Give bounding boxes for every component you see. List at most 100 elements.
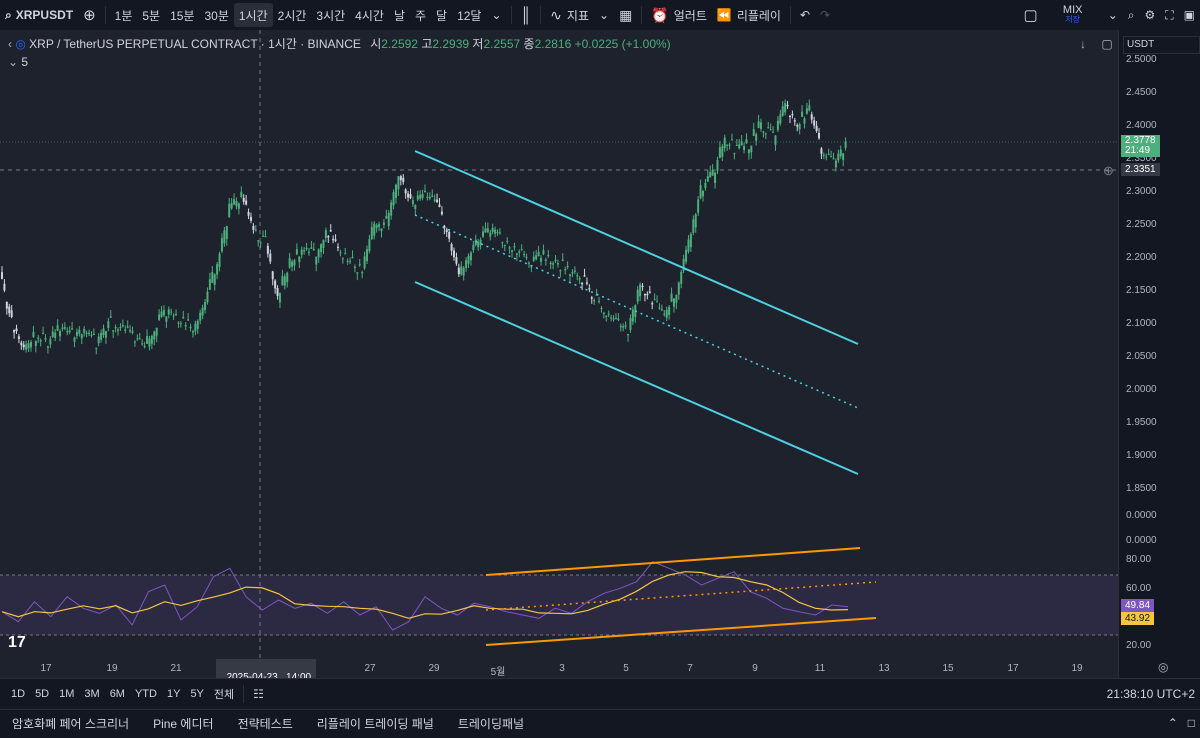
chart-pane[interactable]: 17: [0, 30, 1118, 678]
interval-1[interactable]: 5분: [142, 8, 161, 23]
save-dropdown[interactable]: ⌄: [1103, 0, 1123, 30]
maximize-icon[interactable]: ▢: [1101, 37, 1113, 51]
indicator-toggle[interactable]: ⌄ 5: [8, 55, 671, 69]
candle-body: [515, 253, 518, 255]
candle-body: [424, 190, 426, 193]
interval-11[interactable]: 12달: [457, 8, 482, 23]
add-symbol-button[interactable]: ⊕: [78, 0, 101, 30]
channel-upper-line[interactable]: [414, 150, 859, 345]
range-button-6[interactable]: 1Y: [166, 688, 181, 700]
maximize-panel-button[interactable]: □: [1183, 708, 1200, 738]
rsi-channel-lower[interactable]: [485, 617, 877, 646]
range-button-1[interactable]: 5D: [35, 688, 50, 700]
interval-0[interactable]: 1분: [114, 8, 133, 23]
chart-canvas[interactable]: 17: [0, 30, 1118, 678]
range-button-2[interactable]: 1M: [59, 688, 75, 700]
price-label: 2.1500: [1126, 285, 1157, 296]
goto-date-button[interactable]: ☷: [248, 679, 269, 709]
range-button-0[interactable]: 1D: [11, 688, 26, 700]
settings-button[interactable]: ⚙: [1139, 0, 1160, 30]
rsi-channel-upper[interactable]: [485, 547, 861, 576]
fullscreen-button[interactable]: ⛶: [1160, 0, 1178, 30]
candle-body: [438, 204, 441, 208]
panel-tab-1[interactable]: Pine 에디터: [153, 716, 214, 731]
expand-panel-button[interactable]: ⌃: [1163, 708, 1183, 738]
candle-body: [762, 131, 765, 133]
interval-10[interactable]: 달: [436, 8, 448, 23]
candle-body: [779, 114, 782, 124]
interval-2[interactable]: 15분: [170, 8, 195, 23]
replay-button[interactable]: ⏪ 리플레이: [712, 0, 786, 30]
candle-body: [527, 262, 530, 264]
tradingview-logo[interactable]: 17: [8, 634, 26, 651]
candle-body: [242, 197, 245, 202]
candle-body: [694, 214, 697, 228]
grid-icon: ▦: [619, 6, 633, 23]
templates-button[interactable]: ▦: [614, 0, 637, 30]
interval-3[interactable]: 30분: [204, 8, 229, 23]
candle-body: [46, 346, 49, 348]
candle-body: [547, 254, 550, 257]
candle-body: [530, 266, 533, 268]
candle-body: [167, 309, 170, 315]
candle-body: [409, 194, 412, 199]
panel-tab-4[interactable]: 트레이딩패널: [457, 716, 525, 731]
range-button-3[interactable]: 3M: [84, 688, 100, 700]
range-button-5[interactable]: YTD: [134, 688, 157, 700]
calendar-icon: ☷: [253, 687, 264, 701]
panel-tab-3[interactable]: 리플레이 트레이딩 패널: [316, 716, 434, 731]
top-toolbar: ⌕ XRPUSDT ⊕ 1분 5분 15분 30분 1시간 2시간 3시간 4시간 날 주 달 12달…: [0, 0, 1200, 31]
mix-save-button[interactable]: MIX 저장: [1043, 0, 1103, 30]
channel-lower-line[interactable]: [414, 281, 859, 475]
time-settings-icon[interactable]: ◎: [1158, 660, 1169, 674]
interval-4[interactable]: 1시간: [233, 3, 273, 27]
candle-body: [329, 230, 332, 232]
range-button-8[interactable]: 전체: [213, 689, 235, 701]
interval-5[interactable]: 2시간: [277, 8, 307, 23]
candle-body: [482, 231, 485, 237]
clock[interactable]: 21:38:10 UTC+2: [1102, 679, 1200, 709]
candle-body: [172, 315, 175, 317]
candle-body: [656, 301, 659, 303]
indicators-dropdown[interactable]: ⌄: [594, 0, 614, 30]
chart-type-button[interactable]: ║: [516, 0, 537, 30]
candle-body: [793, 120, 796, 122]
candle-body: [353, 266, 356, 268]
range-button-7[interactable]: 5Y: [190, 688, 204, 700]
layout-button[interactable]: ▢: [1019, 0, 1043, 30]
candle-body: [651, 303, 654, 305]
candle-body: [685, 249, 688, 262]
candle-body: [598, 301, 601, 303]
currency-select[interactable]: USDT: [1123, 36, 1200, 54]
price-candles: [1, 99, 847, 355]
legend-title[interactable]: XRP / TetherUS PERPETUAL CONTRACT · 1시간 …: [29, 37, 361, 51]
indicators-button[interactable]: ∿ 지표: [545, 0, 594, 30]
interval-7[interactable]: 4시간: [355, 8, 384, 23]
symbol-search[interactable]: ⌕ XRPUSDT: [0, 0, 78, 30]
panel-tab-0[interactable]: 암호화폐 페어 스크리너: [12, 716, 130, 731]
candle-body: [670, 293, 673, 302]
alert-button[interactable]: ⏰ 얼러트: [646, 0, 712, 30]
interval-dropdown[interactable]: ⌄: [486, 0, 506, 30]
square-icon: □: [1187, 716, 1195, 730]
candle-body: [153, 331, 156, 340]
candle-body: [745, 139, 748, 144]
channel-middle-line[interactable]: [414, 214, 859, 409]
add-alert-icon[interactable]: ⊕: [1103, 163, 1114, 178]
candle-body: [25, 344, 28, 350]
arrow-down-icon[interactable]: ↓: [1080, 37, 1086, 51]
interval-6[interactable]: 3시간: [316, 8, 346, 23]
rsi-channel-middle[interactable]: [485, 581, 877, 611]
candle-body: [465, 260, 468, 269]
snapshot-button[interactable]: ▣: [1179, 0, 1200, 30]
candle-body: [10, 310, 13, 318]
range-button-4[interactable]: 6M: [109, 688, 125, 700]
quick-search-button[interactable]: ⌕: [1123, 0, 1140, 30]
candle-body: [704, 182, 707, 189]
redo-button[interactable]: ↷: [815, 0, 835, 30]
undo-button[interactable]: ↶: [795, 0, 815, 30]
interval-8[interactable]: 날: [393, 8, 405, 23]
interval-9[interactable]: 주: [414, 8, 427, 23]
panel-tab-2[interactable]: 전략테스트: [237, 716, 293, 731]
collapse-icon[interactable]: ‹: [8, 37, 12, 51]
